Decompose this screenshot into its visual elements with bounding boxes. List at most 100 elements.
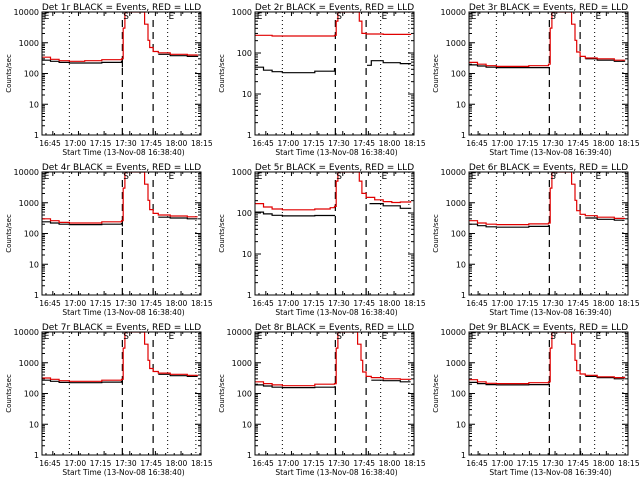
y-tick-label: 1	[247, 451, 252, 460]
x-tick-label: 18:15	[404, 459, 426, 468]
y-tick-label: 1	[461, 291, 466, 300]
event-marker-label: E	[44, 172, 50, 182]
y-axis-label: Counts/sec	[218, 374, 226, 413]
detector-plot-3: Det 3r BLACK = Events, RED = LLD Counts/s…	[432, 3, 640, 157]
x-tick-label: 17:30	[542, 459, 564, 468]
events-series-line	[469, 217, 625, 229]
x-tick-label: 17:30	[328, 459, 350, 468]
y-tick-label: 100	[451, 230, 466, 239]
y-tick-label: 10000	[14, 168, 39, 177]
x-tick-label: 17:30	[115, 299, 137, 308]
x-tick-label: 17:45	[567, 459, 589, 468]
y-tick-label: 1000	[446, 359, 466, 368]
event-marker-label: E	[382, 12, 388, 22]
event-marker-label: S	[550, 12, 556, 22]
x-tick-label: 17:45	[567, 299, 589, 308]
y-tick-label: 100	[24, 390, 39, 399]
event-marker-label: S	[336, 12, 342, 22]
x-tick-label: 18:00	[166, 299, 188, 308]
x-tick-label: 17:00	[64, 459, 86, 468]
event-marker-label: E	[169, 172, 175, 182]
x-tick-label: 18:00	[379, 139, 401, 148]
event-marker-label: S	[550, 172, 556, 182]
x-axis-label: Start Time (13-Nov-08 16:38:40)	[275, 468, 397, 477]
x-axis-label: Start Time (13-Nov-08 16:38:40)	[275, 308, 397, 317]
x-tick-label: 17:00	[64, 139, 86, 148]
detector-plot-5: Det 5r BLACK = Events, RED = LLD Counts/s…	[218, 163, 426, 317]
detector-plot-7: Det 7r BLACK = Events, RED = LLD Counts/s…	[5, 323, 213, 477]
x-tick-label: 17:15	[303, 299, 325, 308]
y-tick-label: 10000	[14, 328, 39, 337]
x-tick-label: 17:00	[277, 459, 299, 468]
plot-title: Det 6r BLACK = Events, RED = LLD	[469, 163, 628, 173]
event-marker-label: E	[596, 172, 602, 182]
event-marker-label: E	[169, 12, 175, 22]
detector-plot-6: Det 6r BLACK = Events, RED = LLD Counts/s…	[432, 163, 640, 317]
x-axis-label: Start Time (13-Nov-08 16:39:40)	[489, 468, 611, 477]
plot-title: Det 8r BLACK = Events, RED = LLD	[255, 323, 414, 333]
event-marker-label: S	[550, 332, 556, 342]
plot-frame	[254, 171, 415, 296]
y-tick-label: 100	[451, 390, 466, 399]
plot-frame	[468, 11, 629, 136]
event-marker-label: E	[382, 332, 388, 342]
x-tick-label: 17:15	[303, 459, 325, 468]
event-marker-label: E	[257, 332, 263, 342]
x-tick-label: 18:00	[379, 299, 401, 308]
x-axis-label: Start Time (13-Nov-08 16:38:40)	[62, 468, 184, 477]
y-tick-label: 100	[237, 209, 252, 218]
x-tick-label: 17:45	[140, 459, 162, 468]
y-tick-label: 10	[242, 420, 252, 429]
event-marker-label: E	[471, 12, 477, 22]
lld-series-line	[469, 12, 626, 67]
y-tick-label: 1	[34, 131, 39, 140]
x-tick-label: 17:00	[491, 459, 513, 468]
y-tick-label: 1	[247, 291, 252, 300]
event-marker-label: E	[257, 172, 263, 182]
plot-frame	[254, 11, 415, 136]
x-tick-label: 18:15	[191, 139, 213, 148]
lld-series-line	[469, 172, 626, 226]
events-series-line	[469, 375, 625, 388]
y-tick-label: 1	[247, 131, 252, 140]
y-axis-label: Counts/sec	[432, 374, 440, 413]
y-tick-label: 1	[34, 451, 39, 460]
y-axis-label: Counts/sec	[5, 214, 13, 253]
y-tick-label: 1	[461, 131, 466, 140]
event-marker-label: S	[123, 172, 129, 182]
x-tick-label: 18:00	[166, 459, 188, 468]
x-tick-label: 18:15	[618, 139, 640, 148]
event-marker-label: E	[44, 12, 50, 22]
y-tick-label: 10	[29, 100, 39, 109]
lld-series-line	[469, 332, 626, 385]
x-tick-label: 18:00	[593, 139, 615, 148]
y-tick-label: 100	[237, 390, 252, 399]
y-axis-label: Counts/sec	[432, 54, 440, 93]
plot-title: Det 2r BLACK = Events, RED = LLD	[255, 3, 414, 13]
x-tick-label: 18:00	[379, 459, 401, 468]
x-tick-label: 17:45	[353, 459, 375, 468]
x-tick-label: 17:30	[328, 299, 350, 308]
x-tick-label: 17:30	[328, 139, 350, 148]
y-tick-label: 1000	[446, 39, 466, 48]
detector-plot-4: Det 4r BLACK = Events, RED = LLD Counts/s…	[5, 163, 213, 317]
detector-plot-2: Det 2r BLACK = Events, RED = LLD Counts/s…	[218, 3, 426, 157]
x-tick-label: 16:45	[466, 139, 488, 148]
plot-frame	[468, 171, 629, 296]
y-tick-label: 10	[242, 250, 252, 259]
x-axis-label: Start Time (13-Nov-08 16:38:40)	[275, 148, 397, 157]
x-tick-label: 17:00	[491, 139, 513, 148]
x-tick-label: 17:15	[90, 459, 112, 468]
y-tick-label: 100	[451, 70, 466, 79]
x-tick-label: 17:15	[517, 299, 539, 308]
y-tick-label: 10000	[441, 8, 466, 17]
y-tick-label: 1	[461, 451, 466, 460]
x-tick-label: 16:45	[252, 299, 274, 308]
x-tick-label: 17:00	[491, 299, 513, 308]
events-series-line	[255, 203, 412, 217]
lld-series-line	[42, 332, 199, 382]
lld-series-line	[42, 12, 199, 62]
lld-series-line	[255, 332, 412, 387]
lld-series-line	[255, 172, 412, 211]
